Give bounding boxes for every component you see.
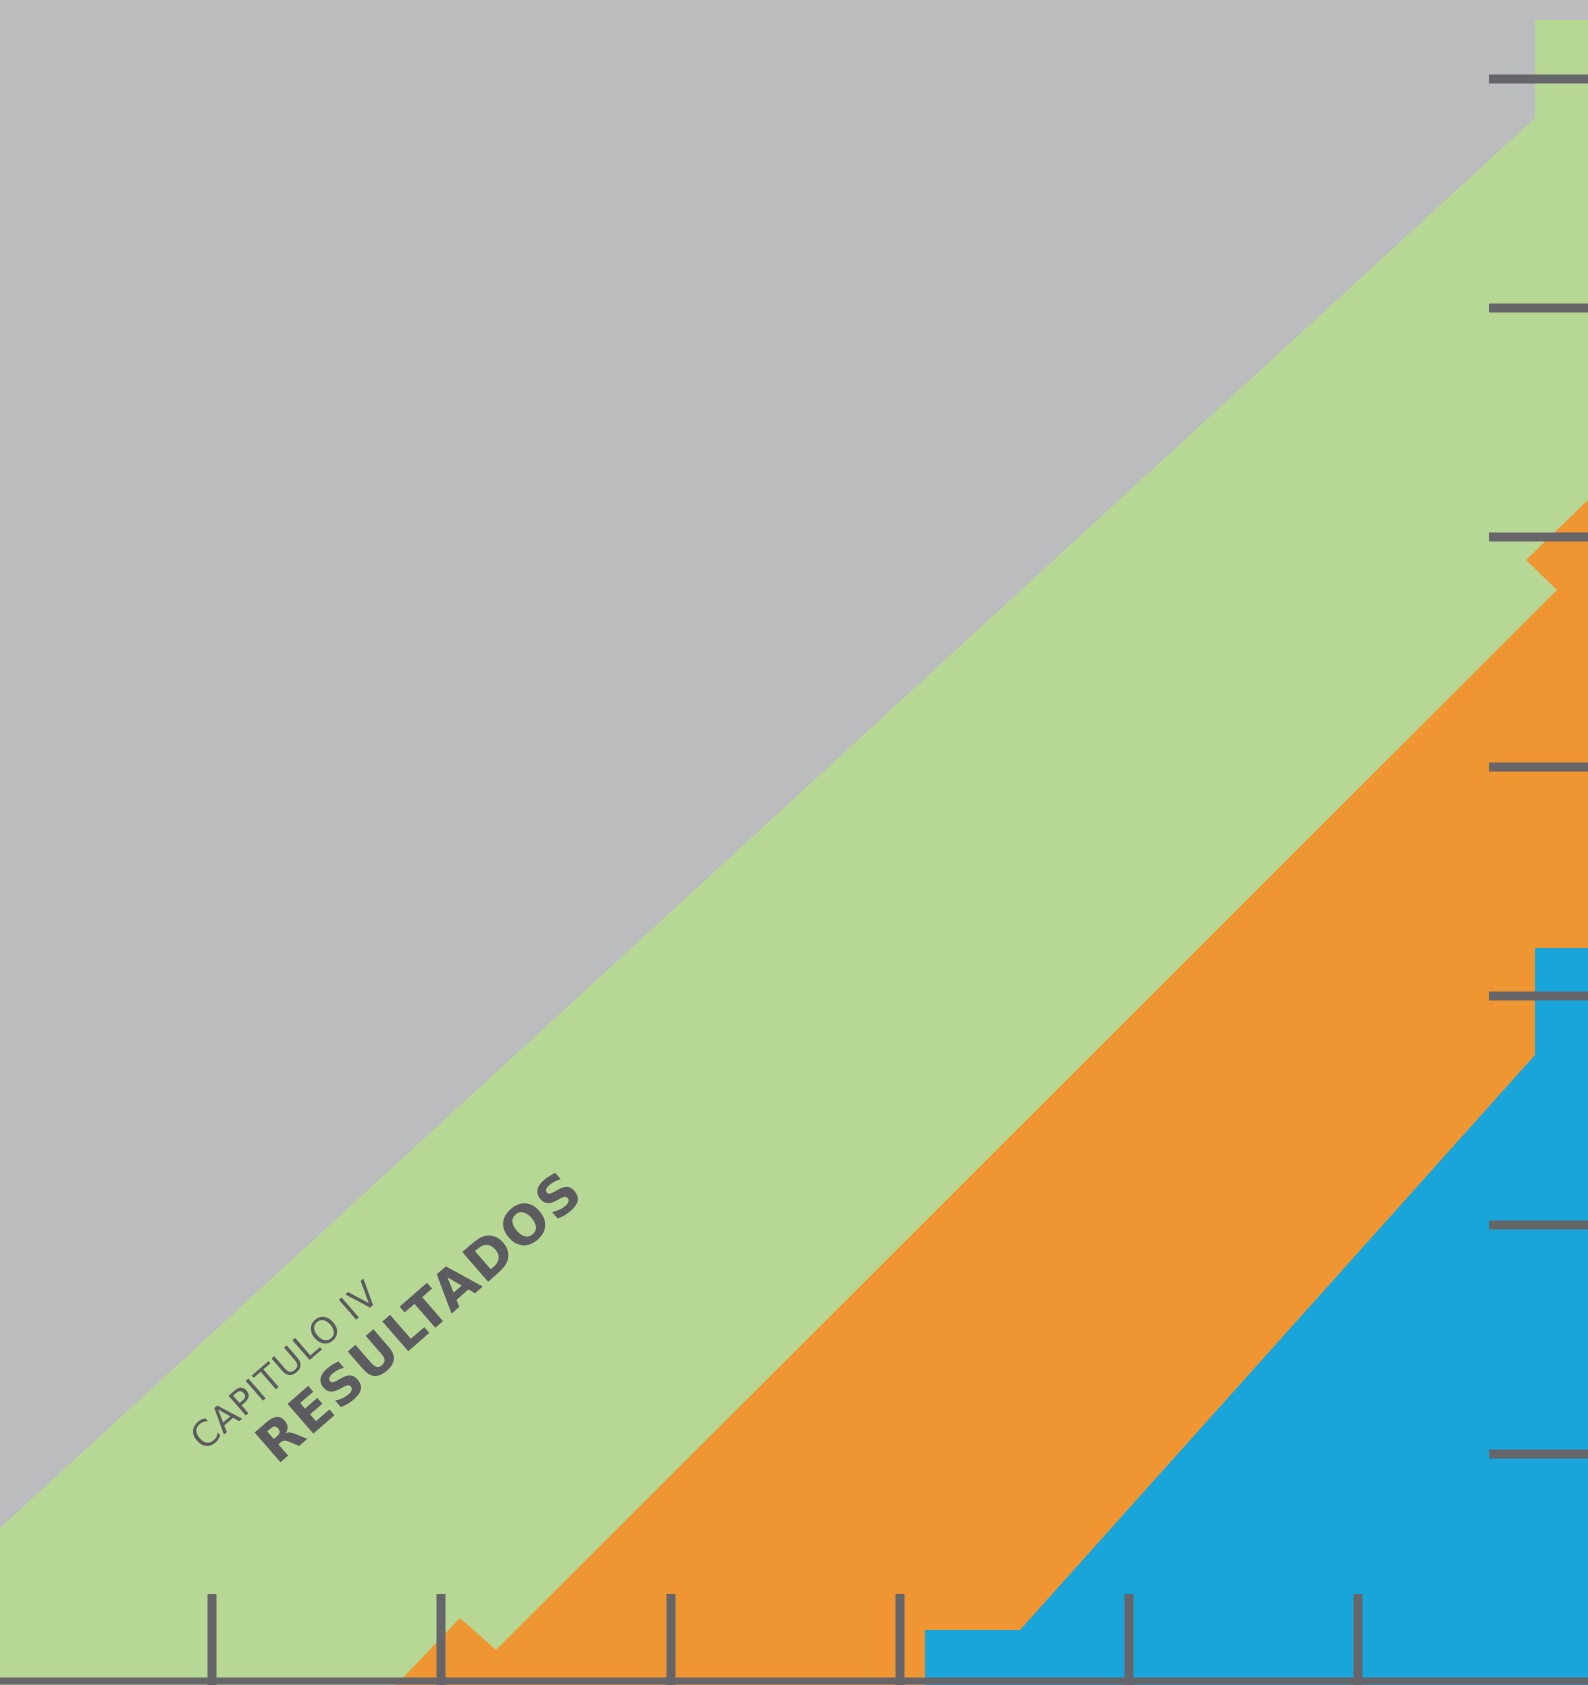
right-ruler-ticks [1489, 74, 1588, 1459]
blue-band [925, 948, 1588, 1685]
bottom-ruler-ticks [207, 1594, 1363, 1685]
